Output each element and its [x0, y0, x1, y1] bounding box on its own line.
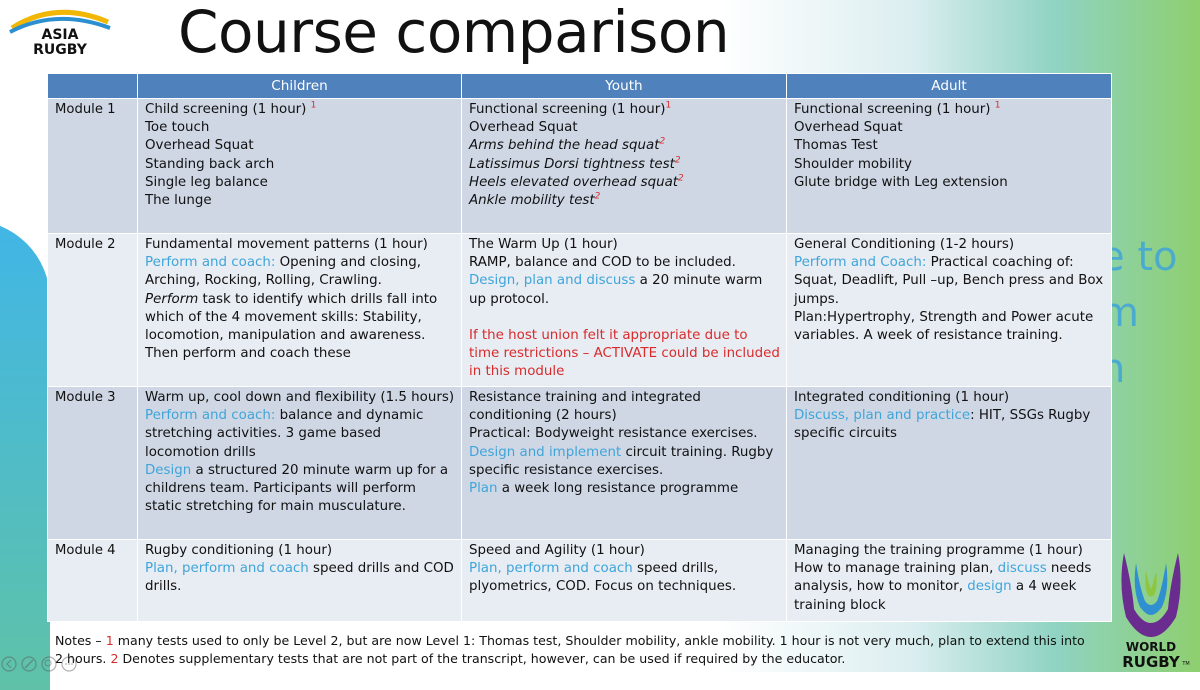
cell-body: Practical: Bodyweight resistance exercis…: [469, 426, 758, 442]
cell-youth: Functional screening (1 hour)1 Overhead …: [461, 98, 787, 234]
cell-adult: General Conditioning (1-2 hours) Perform…: [786, 233, 1112, 387]
cell-heading: Functional screening (1 hour)1: [469, 100, 672, 117]
table-row-module-2: Module 2 Fundamental movement patterns (…: [47, 233, 1112, 387]
more-options-icon[interactable]: [61, 656, 77, 672]
presentation-toolbar: [0, 652, 110, 672]
world-logo-trademark: TM: [1181, 661, 1189, 667]
cell-heading: Warm up, cool down and flexibility (1.5 …: [145, 390, 455, 405]
cell-body: Design and implement circuit training. R…: [469, 444, 774, 478]
list-item-supplementary: Arms behind the head squat2: [469, 136, 666, 154]
asia-logo-text-top: ASIA: [42, 27, 79, 43]
cell-adult: Managing the training programme (1 hour)…: [786, 539, 1112, 622]
cell-body: How to manage training plan, discuss nee…: [794, 561, 1092, 613]
cell-body: Design a structured 20 minute warm up fo…: [145, 462, 449, 515]
cell-children: Rugby conditioning (1 hour) Plan, perfor…: [137, 539, 462, 622]
list-item: The lunge: [145, 193, 212, 209]
module-label: Module 4: [47, 539, 138, 622]
cell-adult: Functional screening (1 hour) 1 Overhead…: [786, 98, 1112, 234]
list-item: Single leg balance: [145, 174, 268, 190]
list-item: Shoulder mobility: [794, 156, 912, 172]
cell-children: Fundamental movement patterns (1 hour) P…: [137, 233, 462, 387]
list-item-supplementary: Latissimus Dorsi tightness test2: [469, 155, 681, 172]
column-header-youth: Youth: [461, 73, 787, 99]
zoom-icon[interactable]: [41, 656, 57, 672]
column-header-children: Children: [137, 73, 462, 99]
table-row-module-1: Module 1 Child screening (1 hour) 1 Toe …: [47, 98, 1112, 234]
cell-note-red: If the host union felt it appropriate du…: [469, 327, 780, 380]
module-label: Module 2: [47, 233, 138, 387]
cell-heading: Rugby conditioning (1 hour): [145, 543, 333, 558]
cell-body: Perform and Coach: Practical coaching of…: [794, 255, 1104, 307]
list-item: Glute bridge with Leg extension: [794, 174, 1008, 190]
cell-children: Warm up, cool down and flexibility (1.5 …: [137, 386, 462, 540]
cell-body: Plan, perform and coach speed drills, pl…: [469, 561, 737, 595]
world-logo-text-top: WORLD: [1126, 640, 1176, 654]
cell-heading: Integrated conditioning (1 hour): [794, 390, 1010, 405]
header-row: Children Youth Adult: [47, 73, 1112, 99]
course-comparison-table: Children Youth Adult Module 1 Child scre…: [47, 73, 1112, 622]
cell-body: Perform and coach: balance and dynamic s…: [145, 408, 424, 460]
list-item: Standing back arch: [145, 156, 275, 172]
footnotes: Notes – 1 many tests used to only be Lev…: [55, 633, 1085, 666]
cell-youth: Speed and Agility (1 hour) Plan, perform…: [461, 539, 787, 622]
cell-youth: Resistance training and integrated condi…: [461, 386, 787, 540]
cell-heading: Resistance training and integrated condi…: [469, 390, 701, 424]
module-label: Module 3: [47, 386, 138, 540]
world-rugby-logo: WORLD RUGBY TM: [1121, 553, 1190, 669]
module-label: Module 1: [47, 98, 138, 234]
cell-children: Child screening (1 hour) 1 Toe touch Ove…: [137, 98, 462, 234]
cell-youth: The Warm Up (1 hour) RAMP, balance and C…: [461, 233, 787, 387]
cell-body: Perform task to identify which drills fa…: [145, 291, 438, 362]
cell-body: Design, plan and discuss a 20 minute war…: [469, 273, 763, 307]
table-row-module-3: Module 3 Warm up, cool down and flexibil…: [47, 386, 1112, 540]
list-item: Overhead Squat: [794, 120, 903, 136]
list-item: Overhead Squat: [145, 138, 254, 154]
cell-heading: Fundamental movement patterns (1 hour): [145, 237, 428, 252]
cell-heading: Managing the training programme (1 hour): [794, 543, 1083, 558]
pen-icon[interactable]: [21, 656, 37, 672]
list-item: Thomas Test: [794, 138, 878, 154]
list-item-supplementary: Heels elevated overhead squat2: [469, 173, 684, 190]
table-row-module-4: Module 4 Rugby conditioning (1 hour) Pla…: [47, 539, 1112, 622]
cell-adult: Integrated conditioning (1 hour) Discuss…: [786, 386, 1112, 540]
world-logo-text-bottom: RUGBY: [1122, 653, 1181, 669]
cell-body: Perform and coach: Opening and closing, …: [145, 255, 422, 289]
list-item: Toe touch: [145, 120, 210, 136]
cell-body: Plan:Hypertrophy, Strength and Power acu…: [794, 309, 1094, 344]
cell-heading: Speed and Agility (1 hour): [469, 543, 645, 558]
previous-slide-icon[interactable]: [1, 656, 17, 672]
cell-body: Plan, perform and coach speed drills and…: [145, 561, 454, 595]
column-header-adult: Adult: [786, 73, 1112, 99]
asia-logo-text-bottom: RUGBY: [33, 42, 88, 56]
header-corner: [47, 73, 138, 99]
list-item: Overhead Squat: [469, 120, 578, 136]
cell-heading: Functional screening (1 hour) 1: [794, 100, 1001, 117]
asia-rugby-logo: ASIA RUGBY: [9, 9, 111, 56]
background-text-1: e to: [1100, 234, 1178, 280]
cell-heading: Child screening (1 hour) 1: [145, 100, 317, 117]
cell-body: RAMP, balance and COD to be included.: [469, 255, 736, 271]
list-item-supplementary: Ankle mobility test2: [469, 191, 601, 209]
cell-body: Plan a week long resistance programme: [469, 481, 739, 497]
cell-body: Discuss, plan and practice: HIT, SSGs Ru…: [794, 408, 1091, 442]
cell-heading: General Conditioning (1-2 hours): [794, 237, 1015, 252]
cell-heading: The Warm Up (1 hour): [469, 237, 618, 252]
page-title: Course comparison: [178, 0, 730, 66]
decorative-side-shape: [0, 220, 50, 690]
